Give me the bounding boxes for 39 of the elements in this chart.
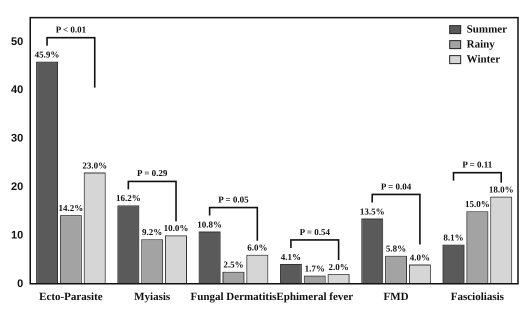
data-label: 14.2% [58, 202, 84, 213]
data-label: 16.2% [116, 193, 141, 204]
annotation: P = 0.05 [218, 194, 250, 204]
data-label: 10.0% [164, 223, 188, 234]
data-label: 4.1% [280, 252, 302, 262]
x-tick-label: FMD [384, 291, 409, 304]
x-tick-label: Fungal Dermatitis [190, 291, 278, 304]
data-label: 1.7% [304, 263, 325, 274]
data-label: 15.0% [464, 199, 490, 210]
x-tick-label: Fascioliasis [450, 291, 505, 304]
annotation: P = 0.11 [462, 160, 493, 170]
data-label: 2.0% [328, 262, 349, 272]
data-label: 13.5% [360, 206, 385, 216]
data-label: 8.1% [443, 232, 464, 242]
data-label: 10.8% [197, 219, 222, 230]
data-label: 4.0% [410, 252, 430, 262]
data-label: 5.8% [386, 244, 406, 254]
legend-label: Winter [466, 53, 500, 66]
annotation: P = 0.29 [136, 168, 168, 178]
annotation: P = 0.54 [300, 226, 330, 237]
y-tick-label: 30 [10, 132, 24, 145]
annotation: P = 0.04 [380, 181, 412, 192]
y-tick-label: 10 [10, 229, 24, 242]
legend-label: Rainy [466, 38, 496, 50]
data-label: 23.0% [82, 160, 108, 170]
y-tick-label: 50 [10, 36, 24, 48]
data-label: 18.0% [488, 184, 514, 195]
data-label: 2.5% [223, 260, 244, 270]
x-tick-label: Ecto-Parasite [39, 291, 103, 304]
annotation: P < 0.01 [56, 24, 87, 34]
y-tick-label: 40 [10, 84, 24, 96]
x-tick-label: Myiasis [134, 291, 171, 304]
data-label: 45.9% [34, 49, 60, 60]
y-tick-label: 20 [10, 181, 24, 194]
legend-label: Summer [466, 23, 508, 36]
data-label: 9.2% [142, 227, 162, 238]
x-tick-label: Ephimeral fever [276, 291, 354, 304]
data-label: 6.0% [247, 242, 268, 253]
y-tick-label: 0 [17, 278, 24, 290]
